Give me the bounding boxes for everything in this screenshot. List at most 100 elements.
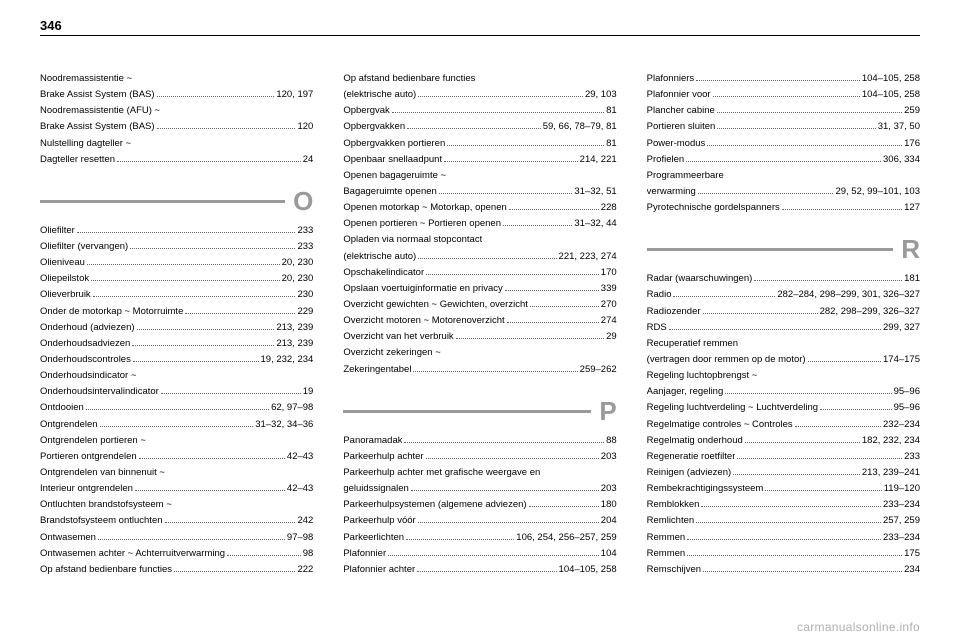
entry-pages: 214, 221 [580,152,617,168]
leader-dots [161,393,301,394]
index-entry: verwarming29, 52, 99–101, 103 [647,184,920,200]
entry-pages: 306, 334 [883,152,920,168]
entry-pages: 29 [606,329,617,345]
leader-dots [701,506,881,507]
leader-dots [77,232,296,233]
entry-label: Ontgrendelen portieren ~ [40,433,146,449]
leader-dots [418,258,556,259]
column-3: Plafonniers104–105, 258Plafonnier voor10… [647,71,920,578]
entry-pages: 299, 327 [883,320,920,336]
entry-label: Regelmatig onderhoud [647,433,743,449]
index-entry: Interieur ontgrendelen42–43 [40,481,313,497]
entry-label: Power-modus [647,136,706,152]
leader-dots [754,280,902,281]
entry-pages: 120, 197 [276,87,313,103]
entry-pages: 233 [297,239,313,255]
entry-label: Dagteller resetten [40,152,115,168]
leader-dots [93,296,296,297]
index-entry: Brandstofsysteem ontluchten242 [40,513,313,529]
entry-label: Portieren ontgrendelen [40,449,137,465]
index-entry: Remblokken 233–234 [647,497,920,513]
entry-label: Panoramadak [343,433,402,449]
leader-dots [698,193,834,194]
entry-pages: 242 [297,513,313,529]
entry-label: Ontluchten brandstofsysteem ~ [40,497,172,513]
entry-pages: 228 [601,200,617,216]
entry-label: Reinigen (adviezen) [647,465,732,481]
leader-dots [87,264,280,265]
index-entry: Ontwasemen achter ~ Achterruitverwarming… [40,546,313,562]
entry-pages: 257, 259 [883,513,920,529]
index-entry: Onderhoud (adviezen)213, 239 [40,320,313,336]
leader-dots [407,128,541,129]
entry-label: Plafonnier voor [647,87,711,103]
entry-label: Opbergvakken portieren [343,136,445,152]
index-entry: Ontwasemen97–98 [40,530,313,546]
section-letter: P [599,396,616,427]
index-entry: Olieverbruik230 [40,287,313,303]
index-columns: Noodremassistentie ~Brake Assist System … [40,71,920,578]
leader-dots [507,322,599,323]
entry-label: RDS [647,320,667,336]
entry-pages: 229 [297,304,313,320]
entry-pages: 19, 232, 234 [261,352,314,368]
index-entry: Parkeerhulp achter met grafische weergav… [343,465,616,481]
leader-dots [669,329,881,330]
entry-label: Remschijven [647,562,701,578]
leader-dots [185,313,295,314]
entry-pages: 182, 232, 234 [862,433,920,449]
entry-label: Ontwasemen [40,530,96,546]
entry-pages: 81 [606,103,617,119]
entry-pages: 259 [904,103,920,119]
leader-dots [174,571,295,572]
entry-label: Parkeerhulpsystemen (algemene adviezen) [343,497,526,513]
entry-pages: 204 [601,513,617,529]
index-entry: Plafonnier104 [343,546,616,562]
entry-label: Overzicht van het verbruik [343,329,453,345]
index-entry: Radio282–284, 298–299, 301, 326–327 [647,287,920,303]
leader-dots [686,161,881,162]
entry-label: Radar (waarschuwingen) [647,271,753,287]
leader-dots [157,96,275,97]
entry-label: Parkeerlichten [343,530,404,546]
index-entry: Zekeringentabel259–262 [343,362,616,378]
entry-pages: 233–234 [883,497,920,513]
leader-dots [417,571,556,572]
leader-dots [696,80,860,81]
entry-pages: 230 [297,287,313,303]
index-entry: Onderhoudscontroles 19, 232, 234 [40,352,313,368]
section-header-o: O [40,186,313,217]
entry-label: Oliefilter (vervangen) [40,239,128,255]
entry-label: Onderhoudsindicator ~ [40,368,136,384]
entry-pages: 213, 239 [276,336,313,352]
entry-label: verwarming [647,184,696,200]
entry-label: Ontdooien [40,400,84,416]
entry-label: Portieren sluiten [647,119,716,135]
entry-label: Remblokken [647,497,700,513]
entry-pages: 29, 103 [585,87,617,103]
header-rule [40,35,920,36]
entry-pages: 31, 37, 50 [878,119,920,135]
entry-label: Onderhoudscontroles [40,352,131,368]
entry-pages: 170 [601,265,617,281]
leader-dots [86,409,269,410]
entry-label: Regeling luchtopbrengst ~ [647,368,758,384]
entry-label: Oliepeilstok [40,271,89,287]
leader-dots [406,539,514,540]
entry-label: Opslaan voertuiginformatie en privacy [343,281,502,297]
entry-pages: 233 [297,223,313,239]
watermark: carmanualsonline.info [797,620,920,634]
leader-dots [426,458,599,459]
entry-pages: 24 [303,152,314,168]
leader-dots [157,128,296,129]
entry-label: Openen bagageruimte ~ [343,168,446,184]
entry-label: Onderhoudsintervalindicator [40,384,159,400]
index-entry: Profielen306, 334 [647,152,920,168]
entry-label: Oliefilter [40,223,75,239]
index-entry: Onder de motorkap ~ Motorruimte229 [40,304,313,320]
index-entry: Onderhoudsadviezen213, 239 [40,336,313,352]
index-entry: Plafonniers104–105, 258 [647,71,920,87]
entry-label: Opbergvak [343,103,389,119]
entry-label: Parkeerhulp achter [343,449,423,465]
entry-label: Bagageruimte openen [343,184,437,200]
